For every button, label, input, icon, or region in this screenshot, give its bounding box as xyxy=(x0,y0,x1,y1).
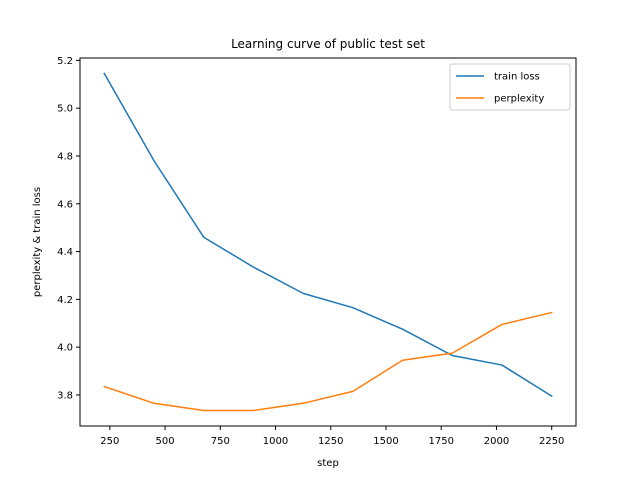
y-tick-label: 4.6 xyxy=(57,199,73,210)
x-tick-label: 1000 xyxy=(263,436,288,447)
series-layer xyxy=(103,72,553,412)
x-axis-label: step xyxy=(317,458,339,469)
legend: train loss perplexity xyxy=(449,63,571,111)
y-tick-label: 5.2 xyxy=(57,56,73,67)
y-tick-label: 5.0 xyxy=(57,104,73,115)
x-tick-label: 1500 xyxy=(373,436,398,447)
y-tick-label: 3.8 xyxy=(57,390,73,401)
y-tick-label: 4.0 xyxy=(57,343,73,354)
x-tick-label: 1750 xyxy=(429,436,454,447)
chart-title: Learning curve of public test set xyxy=(231,37,425,51)
series-line-train-loss xyxy=(103,72,553,398)
y-axis-label: perplexity & train loss xyxy=(32,187,43,297)
legend-label-train-loss: train loss xyxy=(494,72,540,83)
x-tick-label: 1250 xyxy=(318,436,343,447)
x-tick-label: 2000 xyxy=(484,436,509,447)
x-tick-label: 250 xyxy=(100,436,119,447)
x-axis-ticks: 250 500 750 1000 1250 1500 1750 2000 2250 xyxy=(100,426,564,447)
series-line-perplexity xyxy=(103,311,553,412)
y-axis-ticks: 3.8 4.0 4.2 4.4 4.6 4.8 5.0 5.2 xyxy=(57,56,80,401)
x-tick-label: 2250 xyxy=(539,436,564,447)
y-tick-label: 4.8 xyxy=(57,151,73,162)
y-tick-label: 4.4 xyxy=(57,247,73,258)
legend-label-perplexity: perplexity xyxy=(494,94,544,105)
plot-frame xyxy=(79,57,577,427)
y-tick-label: 4.2 xyxy=(57,295,73,306)
x-tick-label: 500 xyxy=(156,436,175,447)
x-tick-label: 750 xyxy=(211,436,230,447)
